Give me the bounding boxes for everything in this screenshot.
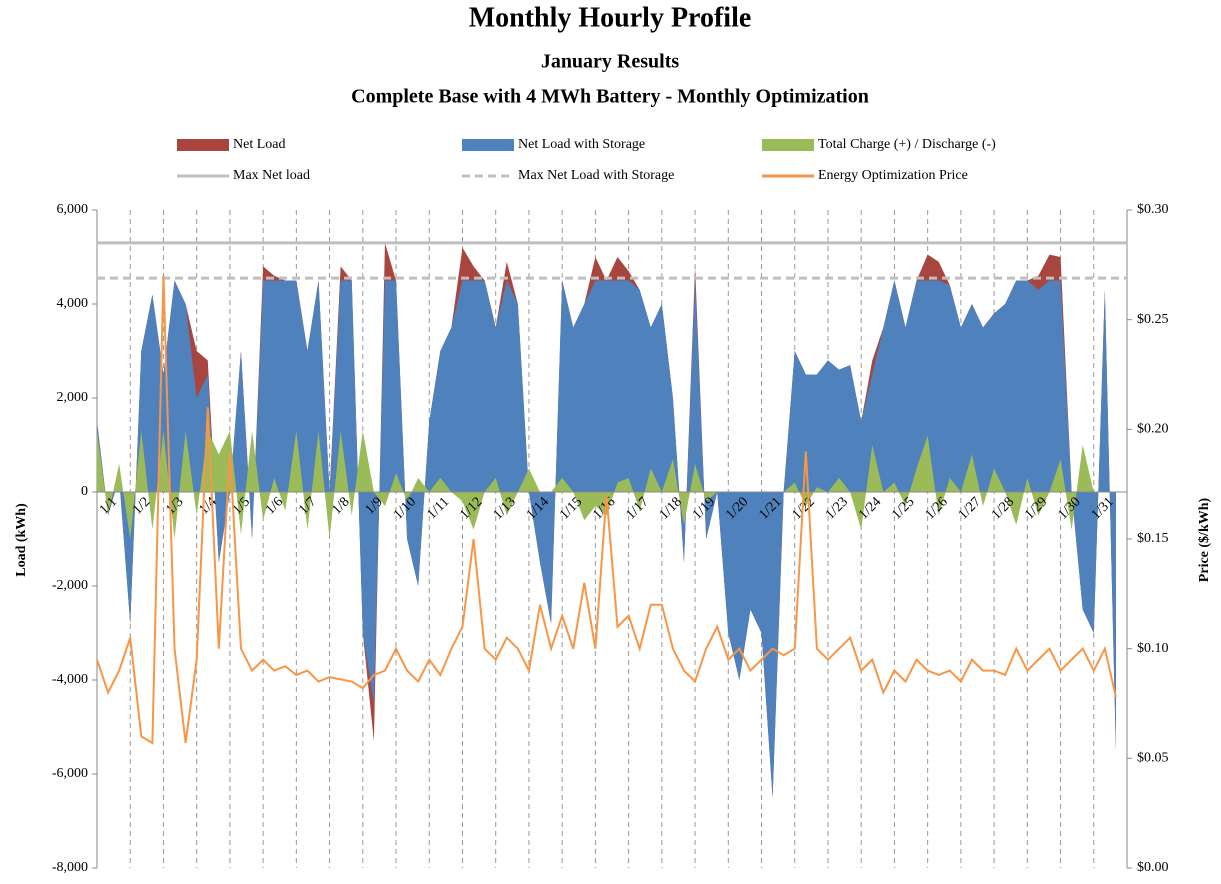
x-tick-label: 1/1 <box>97 494 120 517</box>
y-tick-label: 4,000 <box>57 296 89 311</box>
y-tick-label: 6,000 <box>57 202 89 217</box>
y2-tick-label: $0.05 <box>1137 751 1169 766</box>
chart-subtitle: January Results <box>541 51 680 73</box>
y-axis-title: Load (kWh) <box>14 503 29 577</box>
legend-label: Energy Optimization Price <box>818 168 968 183</box>
y2-tick-label: $0.00 <box>1137 860 1169 875</box>
y-tick-label: 2,000 <box>57 390 89 405</box>
legend-label: Net Load <box>233 137 285 152</box>
y-tick-label: -2,000 <box>52 578 88 593</box>
y2-axis-title: Price ($/kWh) <box>1197 497 1212 582</box>
legend-label: Net Load with Storage <box>518 137 645 152</box>
chart-title: Monthly Hourly Profile <box>469 2 752 33</box>
y2-tick-label: $0.20 <box>1137 422 1169 437</box>
x-tick-label: 1/17 <box>624 494 652 522</box>
y-tick-label: -4,000 <box>52 672 88 687</box>
x-tick-label: 1/7 <box>296 494 319 517</box>
price-line <box>96 275 1117 745</box>
x-tick-label: 1/26 <box>923 494 951 522</box>
y2-tick-label: $0.30 <box>1137 202 1169 217</box>
x-tick-label: 1/27 <box>956 494 984 522</box>
legend-swatch <box>462 139 514 151</box>
legend-label: Max Net Load with Storage <box>518 168 674 183</box>
legend-swatch <box>762 139 814 151</box>
y-tick-label: -8,000 <box>52 860 88 875</box>
y-tick-label: 0 <box>81 484 88 499</box>
legend-label: Max Net load <box>233 168 310 183</box>
y2-tick-label: $0.25 <box>1137 312 1169 327</box>
x-tick-label: 1/23 <box>823 494 851 522</box>
x-tick-label: 1/11 <box>425 494 453 522</box>
y2-tick-label: $0.10 <box>1137 641 1169 656</box>
area <box>97 430 1116 539</box>
legend-label: Total Charge (+) / Discharge (-) <box>818 137 996 152</box>
legend-swatch <box>177 139 229 151</box>
area <box>97 280 1116 798</box>
x-tick-label: 1/3 <box>163 494 186 517</box>
y-tick-label: -6,000 <box>52 766 88 781</box>
y2-tick-label: $0.15 <box>1137 531 1169 546</box>
chart-subtitle: Complete Base with 4 MWh Battery - Month… <box>351 86 869 108</box>
x-tick-label: 1/25 <box>889 494 917 522</box>
